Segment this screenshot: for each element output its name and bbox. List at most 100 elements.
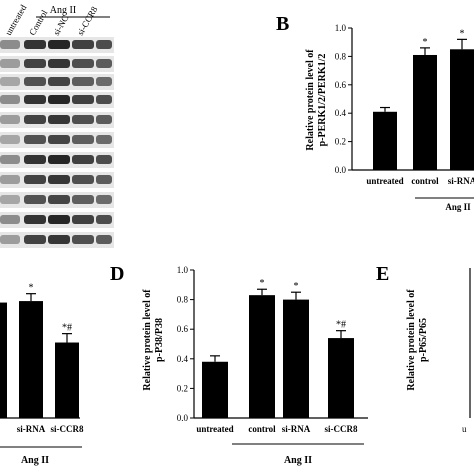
blot-band-r5-l2 [24, 115, 46, 124]
blot-band-r3-l4 [72, 77, 94, 86]
panel-d-xtick-label-3: si-RNA [282, 424, 311, 434]
panel-d-ylabel-line2: p-P38/P38 [154, 318, 165, 362]
blot-band-r11-l4 [72, 235, 94, 244]
panel-c-xtick-label-3: si-CCR8 [51, 424, 84, 434]
blot-band-r6-l5 [96, 135, 112, 144]
blot-band-r3-l5 [96, 77, 112, 86]
panel-b-bar-3 [450, 49, 474, 170]
blot-band-r1-l1 [0, 40, 20, 49]
panel-d-ytick-label-4: 0.8 [177, 295, 189, 305]
blot-band-r6-l3 [48, 135, 70, 144]
blot-band-r10-l4 [72, 215, 94, 224]
blot-band-r5-l4 [72, 115, 94, 124]
panel-d: D Relative protein level of p-P38/P38 0.… [110, 263, 368, 466]
blot-band-r11-l5 [96, 235, 112, 244]
blot-band-r6-l2 [24, 135, 46, 144]
blot-band-r7-l5 [96, 155, 112, 164]
panel-b-ylabel-line1: Relative protein level of [305, 49, 316, 151]
blot-lane-label-1: untreated [3, 3, 29, 37]
blot-band-r2-l1 [0, 59, 20, 68]
panel-d-letter: D [110, 263, 124, 285]
blot-band-r10-l3 [48, 215, 70, 224]
panel-e-cropped-tick: u [462, 424, 467, 434]
blot-band-r4-l3 [48, 95, 70, 104]
panel-d-annotation-4: *# [336, 320, 346, 331]
blot-band-r4-l2 [24, 95, 46, 104]
panel-b-annotation-2: * [423, 37, 428, 48]
panel-c-xtick-label-2: si-RNA [17, 424, 46, 434]
panel-b-xtick-label-1: untreated [366, 176, 403, 186]
blot-lane-label-4: si-CCR8 [75, 4, 100, 37]
blot-band-r2-l3 [48, 59, 70, 68]
blot-band-r9-l1 [0, 195, 20, 204]
panel-c-annotation-3: *# [62, 323, 72, 334]
blot-band-r10-l2 [24, 215, 46, 224]
blot-band-r11-l2 [24, 235, 46, 244]
blot-band-r7-l3 [48, 155, 70, 164]
blot-lane-label-2: Control [27, 8, 50, 37]
panel-d-bar-1 [202, 361, 228, 418]
blot-band-r4-l5 [96, 95, 112, 104]
blot-band-r4-l1 [0, 95, 20, 104]
blot-band-r1-l3 [48, 40, 70, 49]
panel-b: B Relative protein level of p-PERK1/2/PE… [276, 13, 474, 212]
panel-d-ytick-label-2: 0.4 [177, 354, 189, 364]
panel-c-bar-1 [0, 302, 7, 418]
blot-band-r6-l1 [0, 135, 20, 144]
panel-d-bar-3 [283, 299, 309, 418]
panel-b-ylabel-line2: p-PERK1/2/PERK1/2 [317, 54, 328, 147]
panel-d-group-label: Ang II [284, 455, 312, 466]
blot-band-r3-l2 [24, 77, 46, 86]
panel-c: * si-RNA *# si-CCR8 Ang II [0, 283, 84, 466]
panel-d-ytick-label-0: 0.0 [177, 413, 189, 423]
blot-band-r8-l4 [72, 175, 94, 184]
panel-b-xtick-label-2: control [411, 176, 439, 186]
blot-band-r2-l2 [24, 59, 46, 68]
panel-b-chart: 0.0 0.2 0.4 0.6 0.8 1.0 untreated * control * si-R… [335, 23, 474, 186]
panel-d-bar-2 [249, 295, 275, 418]
panel-c-group-label: Ang II [21, 455, 49, 466]
blot-band-r11-l1 [0, 235, 20, 244]
panel-d-annotation-2: * [260, 278, 265, 289]
blot-band-r4-l4 [72, 95, 94, 104]
blot-band-r7-l2 [24, 155, 46, 164]
panel-d-xtick-label-1: untreated [196, 424, 233, 434]
panel-d-ytick-label-3: 0.6 [177, 324, 189, 334]
blot-band-r7-l4 [72, 155, 94, 164]
panel-c-chart: * si-RNA *# si-CCR8 [0, 283, 84, 434]
panel-b-ytick-label-0: 0.0 [335, 165, 347, 175]
blot-band-r8-l5 [96, 175, 112, 184]
panel-c-bar-3 [55, 342, 79, 418]
blot-band-r1-l2 [24, 40, 46, 49]
panel-e-letter: E [376, 263, 389, 285]
blot-band-r9-l5 [96, 195, 112, 204]
panel-b-ytick-label-3: 0.6 [335, 80, 347, 90]
blot-band-r8-l2 [24, 175, 46, 184]
blot-band-r1-l4 [72, 40, 94, 49]
blot-band-r2-l4 [72, 59, 94, 68]
panel-d-annotation-3: * [294, 281, 299, 292]
western-blot: Ang II untreated Control si-NC si-CCR8 [0, 3, 114, 248]
panel-d-ylabel-line1: Relative protein level of [142, 289, 153, 391]
blot-band-r5-l5 [96, 115, 112, 124]
blot-band-r11-l3 [48, 235, 70, 244]
panel-d-xtick-label-4: si-CCR8 [325, 424, 358, 434]
panel-b-ytick-label-1: 0.2 [335, 137, 346, 147]
panel-e: E Relative protein level of p-P65/P65 u [376, 263, 471, 434]
blot-group-label: Ang II [50, 5, 76, 16]
blot-band-r8-l3 [48, 175, 70, 184]
panel-b-xtick-label-3: si-RNA [448, 176, 474, 186]
blot-band-r9-l2 [24, 195, 46, 204]
blot-band-r6-l4 [72, 135, 94, 144]
blot-band-r3-l1 [0, 77, 20, 86]
blot-band-r8-l1 [0, 175, 20, 184]
panel-b-ytick-label-4: 0.8 [335, 51, 347, 61]
panel-b-ytick-label-2: 0.4 [335, 108, 347, 118]
panel-d-chart: 0.0 0.2 0.4 0.6 0.8 1.0 untreated * control * si-R… [177, 265, 368, 434]
blot-band-r5-l3 [48, 115, 70, 124]
blot-band-r3-l3 [48, 77, 70, 86]
blot-band-r5-l1 [0, 115, 20, 124]
blot-band-r1-l5 [96, 40, 112, 49]
panel-e-ylabel-line1: Relative protein level of [406, 289, 417, 391]
